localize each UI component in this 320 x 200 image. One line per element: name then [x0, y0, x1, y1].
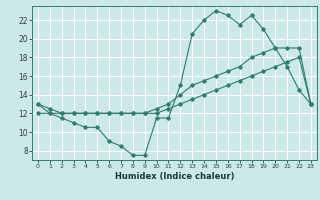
X-axis label: Humidex (Indice chaleur): Humidex (Indice chaleur): [115, 172, 234, 181]
